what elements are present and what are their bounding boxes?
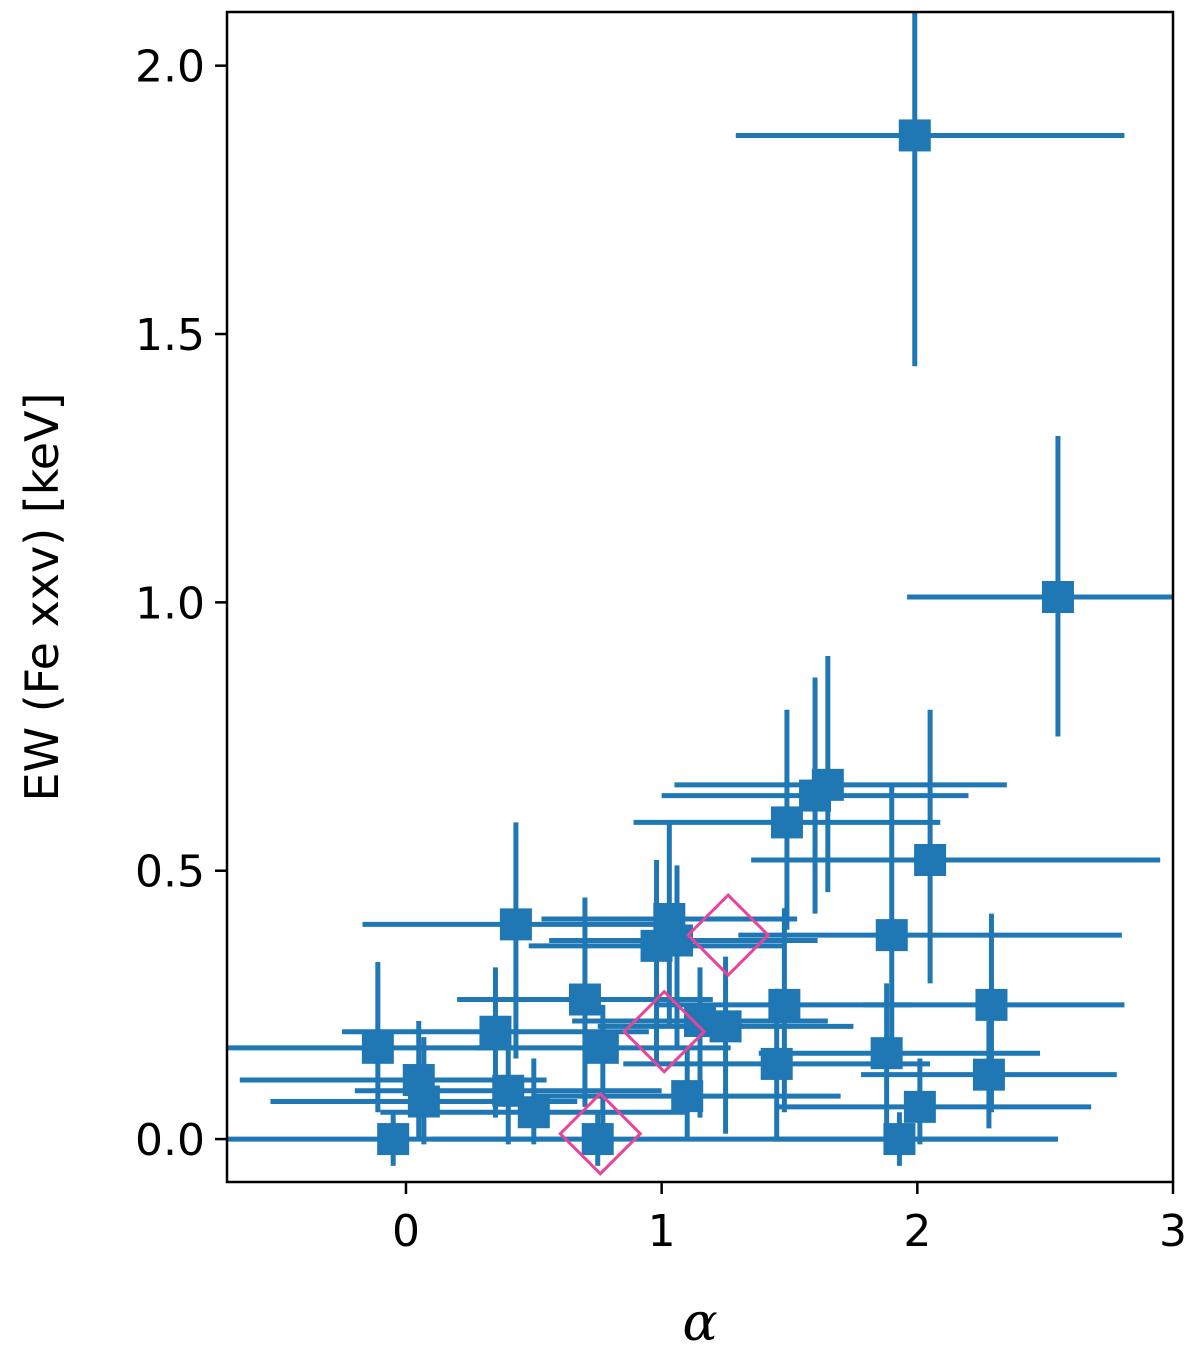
y-tick-label: 0.0 — [135, 1115, 205, 1166]
data-point — [597, 956, 854, 1134]
x-tick-label: 0 — [392, 1206, 420, 1257]
square-marker — [479, 1015, 512, 1048]
diamond-marker — [558, 1091, 643, 1176]
square-marker — [768, 988, 801, 1021]
square-marker — [770, 806, 803, 839]
axes-frame — [225, 10, 1175, 1184]
y-tick-label: 2.0 — [135, 42, 205, 93]
square-marker — [898, 119, 931, 152]
y-axis-label: EW (Fe xxv) [keV] — [15, 393, 69, 802]
data-point — [907, 435, 1173, 737]
data-point — [771, 1112, 1058, 1166]
x-axis: 0 1 2 3 — [392, 1182, 1187, 1257]
diamond-marker — [686, 892, 771, 978]
square-marker — [660, 924, 693, 957]
data-point — [380, 1058, 688, 1145]
data-point — [533, 1047, 841, 1140]
square-marker — [875, 919, 908, 952]
square-marker — [568, 983, 601, 1016]
square-marker — [377, 1123, 410, 1156]
square-marker — [914, 843, 947, 876]
square-marker — [709, 1010, 742, 1043]
data-point — [735, 12, 1125, 367]
data-point — [623, 988, 931, 1140]
x-axis-label: α — [682, 1293, 717, 1353]
data-point — [674, 656, 1007, 893]
y-tick-label: 0.5 — [135, 847, 205, 898]
square-marker — [581, 1123, 614, 1156]
square-marker — [903, 1090, 936, 1123]
diamond-marker — [622, 989, 707, 1074]
data-point — [362, 822, 670, 1059]
y-axis: 0.0 0.5 1.0 1.5 2.0 — [135, 42, 227, 1166]
square-marker — [1041, 581, 1074, 613]
data-point — [738, 784, 1122, 1059]
square-marker — [799, 779, 832, 812]
y-tick-label: 1.0 — [135, 578, 205, 629]
data-point — [549, 865, 818, 1048]
plot-area — [225, 10, 1175, 1184]
data-marks — [227, 12, 1173, 1176]
square-marker — [975, 988, 1008, 1021]
x-tick-label: 2 — [903, 1206, 931, 1257]
y-tick-label: 1.5 — [135, 310, 205, 361]
square-marker — [760, 1047, 793, 1080]
square-marker — [517, 1096, 550, 1129]
x-tick-label: 3 — [1159, 1206, 1187, 1257]
x-tick-label: 1 — [648, 1206, 676, 1257]
data-point — [751, 709, 1161, 984]
square-marker — [671, 1080, 704, 1113]
square-marker — [972, 1058, 1005, 1091]
square-marker — [883, 1123, 916, 1156]
data-point — [227, 961, 514, 1113]
data-point — [661, 677, 969, 914]
data-point — [776, 1058, 1092, 1145]
square-marker — [361, 1031, 394, 1064]
data-point — [861, 1020, 1117, 1129]
square-marker — [499, 908, 532, 941]
data-point — [633, 709, 941, 930]
square-marker — [586, 1031, 619, 1064]
